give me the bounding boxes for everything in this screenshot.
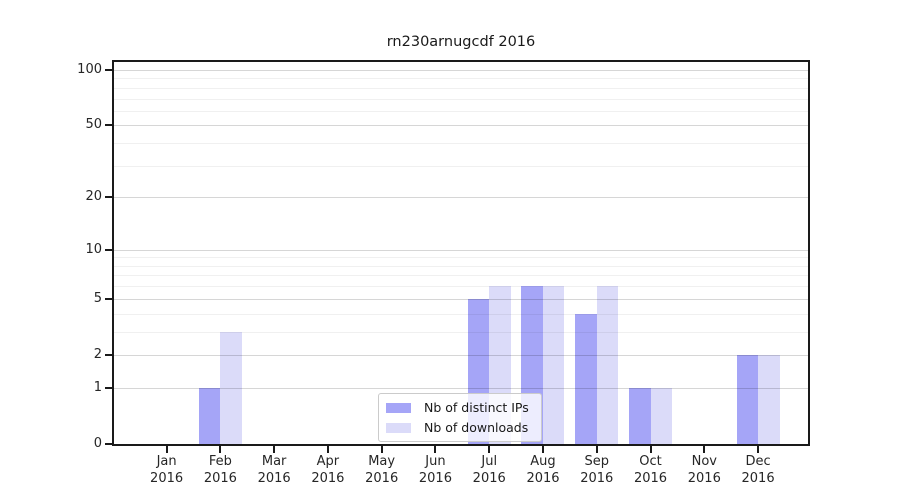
x-tick [488,446,491,453]
minor-gridline [114,78,808,79]
legend: Nb of distinct IPs Nb of downloads [378,393,542,442]
legend-label: Nb of distinct IPs [424,400,529,415]
major-gridline [114,355,808,356]
y-tick [105,353,112,356]
legend-swatch-icon [386,422,411,433]
x-tick [757,446,760,453]
minor-gridline [114,257,808,258]
major-gridline [114,299,808,300]
legend-swatch-icon [386,402,411,413]
bar-distinct-ips-feb [198,387,221,444]
bar-distinct-ips-sep [575,313,597,444]
y-tick-label: 20 [85,189,102,205]
bar-downloads-dec [758,354,780,444]
x-tick [434,446,437,453]
x-tick-label: May 2016 [365,454,399,486]
minor-gridline [114,88,808,89]
y-tick [105,386,112,389]
x-tick [165,446,168,453]
bar-downloads-aug [542,286,565,444]
y-tick [105,443,112,445]
x-tick-label: Dec 2016 [741,454,775,486]
plot-area: 0 1 2 5 10 20 50 100 Jan 2016 Feb 2016 Mar 2016 Apr 201… [77,60,810,486]
bar-distinct-ips-oct [629,387,651,444]
y-tick [105,297,112,300]
major-gridline [114,70,808,71]
minor-gridline [114,111,808,112]
y-tick-label: 1 [93,379,102,395]
major-gridline [114,197,808,198]
x-tick [273,446,276,453]
x-tick-label: Aug 2016 [526,454,560,486]
x-tick-label: Feb 2016 [203,454,237,486]
bar-downloads-sep [596,286,619,444]
y-tick [105,124,112,127]
minor-gridline [114,99,808,100]
bar-downloads-oct [650,387,673,444]
minor-gridline [114,286,808,287]
x-tick [541,446,544,453]
minor-gridline [114,332,808,333]
legend-row: Nb of distinct IPs [386,400,534,415]
x-tick [219,446,222,453]
y-tick-label: 2 [93,346,102,362]
x-tick-label: Oct 2016 [633,454,668,486]
x-tick [703,446,706,453]
minor-gridline [114,314,808,315]
minor-gridline [114,266,808,267]
x-tick [326,446,329,453]
legend-row: Nb of downloads [386,420,534,435]
y-tick-label: 10 [85,241,102,257]
x-tick [595,446,598,453]
bar-distinct-ips-dec [736,354,759,444]
minor-gridline [114,275,808,276]
y-tick-label: 5 [93,290,102,306]
x-tick-label: Apr 2016 [311,454,345,486]
minor-gridline [114,166,808,167]
x-tick-label: Jan 2016 [150,454,184,486]
x-tick-label: Jun 2016 [418,454,452,486]
minor-gridline [114,143,808,144]
y-tick [105,248,112,251]
bar-downloads-feb [220,331,242,444]
x-tick [649,446,652,453]
x-tick-label: Sep 2016 [580,454,614,486]
x-tick-label: Mar 2016 [257,454,291,486]
y-tick-label: 50 [85,117,102,133]
y-tick-label: 0 [93,436,102,451]
x-tick [380,446,383,453]
chart-title: rn230arnugcdf 2016 [386,34,536,50]
y-tick-label: 100 [77,62,102,77]
major-gridline [114,388,808,389]
x-tick-label: Jul 2016 [472,454,506,486]
legend-label: Nb of downloads [424,420,529,435]
x-tick-label: Nov 2016 [687,454,721,486]
y-tick [105,196,112,199]
major-gridline [114,250,808,251]
y-tick [105,69,112,71]
major-gridline [114,125,808,126]
